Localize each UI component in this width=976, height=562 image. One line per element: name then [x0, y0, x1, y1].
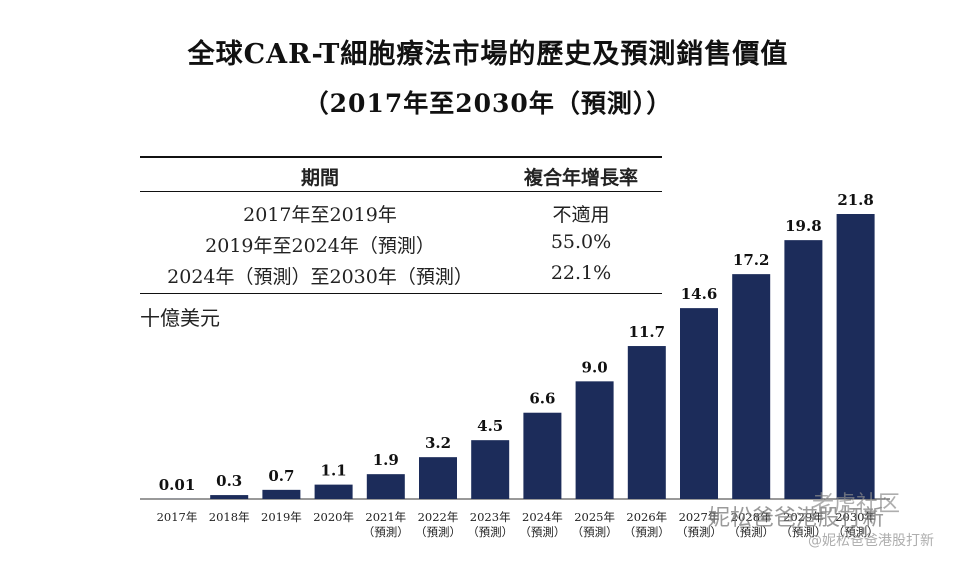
x-tick-label: 2025年 [574, 510, 615, 524]
bar [523, 412, 562, 499]
bar-value-label: 1.1 [321, 462, 347, 480]
table-cell-period: 2019年至2024年（預測） [205, 235, 435, 257]
x-tick-label: （預測） [780, 525, 826, 539]
x-tick-label: 2022年 [418, 510, 459, 524]
bar-value-label: 0.01 [159, 476, 196, 494]
x-tick-label: 2017年 [157, 510, 198, 524]
table-cell-cagr: 不適用 [552, 204, 610, 226]
bar-value-label: 1.9 [373, 451, 399, 469]
watermark-text: 妮松爸爸港股打新 [708, 506, 885, 531]
x-tick-label: 2019年 [261, 510, 302, 524]
bar [262, 489, 301, 499]
x-tick-label: （預測） [572, 525, 618, 539]
bar [784, 240, 823, 499]
x-tick-label: （預測） [833, 525, 879, 539]
chart-title: 全球CAR-T細胞療法市場的歷史及預測銷售價值 [187, 39, 789, 70]
table-cell-period: 2024年（預測）至2030年（預測） [167, 266, 473, 288]
table-header-rule [140, 191, 662, 192]
watermark-text: 老虎社区 [812, 492, 901, 517]
bar [210, 495, 249, 499]
bar-value-label: 19.8 [785, 217, 822, 235]
x-tick-label: 2024年 [522, 510, 563, 524]
table-cell-cagr: 55.0% [550, 231, 612, 253]
bar [314, 484, 353, 499]
bar-value-label: 17.2 [733, 251, 770, 269]
x-tick-label: （預測） [676, 525, 722, 539]
table-top-rule [140, 156, 662, 158]
bar [419, 457, 457, 499]
x-tick-label: 2030年 [835, 510, 876, 524]
bar [471, 440, 510, 499]
bar-value-label: 21.8 [837, 191, 874, 209]
table-bottom-rule [140, 293, 662, 294]
bar-value-label: 11.7 [629, 323, 666, 341]
y-unit-label: 十億美元 [140, 306, 220, 330]
x-tick-label: （預測） [728, 525, 774, 539]
x-tick-label: （預測） [363, 525, 409, 539]
x-tick-label: 2021年 [365, 510, 406, 524]
table-header-period: 期間 [300, 167, 339, 189]
table-cell-period: 2017年至2019年 [243, 204, 397, 226]
x-tick-label: 2020年 [313, 510, 354, 524]
bar-value-label: 14.6 [681, 285, 718, 303]
bar-value-label: 0.7 [268, 467, 294, 485]
bar-value-label: 6.6 [529, 390, 555, 408]
table-cell-cagr: 22.1% [550, 262, 612, 284]
bar [366, 474, 405, 499]
bar [680, 308, 718, 499]
x-tick-label: 2018年 [209, 510, 250, 524]
bar-value-label: 0.3 [216, 472, 242, 490]
bar [836, 214, 875, 499]
x-tick-label: 2028年 [731, 510, 772, 524]
x-tick-label: 2027年 [679, 510, 720, 524]
chart-subtitle: （2017年至2030年（預測）） [303, 89, 673, 118]
bar [732, 274, 771, 499]
x-tick-label: 2029年 [783, 510, 824, 524]
x-tick-label: （預測） [624, 525, 670, 539]
x-tick-label: （預測） [415, 525, 461, 539]
bar-value-label: 3.2 [425, 434, 451, 452]
x-tick-label: 2026年 [626, 510, 667, 524]
bar [627, 346, 666, 499]
bar-value-label: 9.0 [582, 358, 608, 376]
bar-value-label: 4.5 [477, 417, 503, 435]
x-tick-label: （預測） [467, 525, 513, 539]
x-tick-label: （預測） [519, 525, 565, 539]
watermark-text: @妮松爸爸港股打新 [808, 533, 934, 549]
x-tick-label: 2023年 [470, 510, 511, 524]
bar [575, 381, 614, 499]
table-header-cagr: 複合年增長率 [523, 167, 638, 189]
